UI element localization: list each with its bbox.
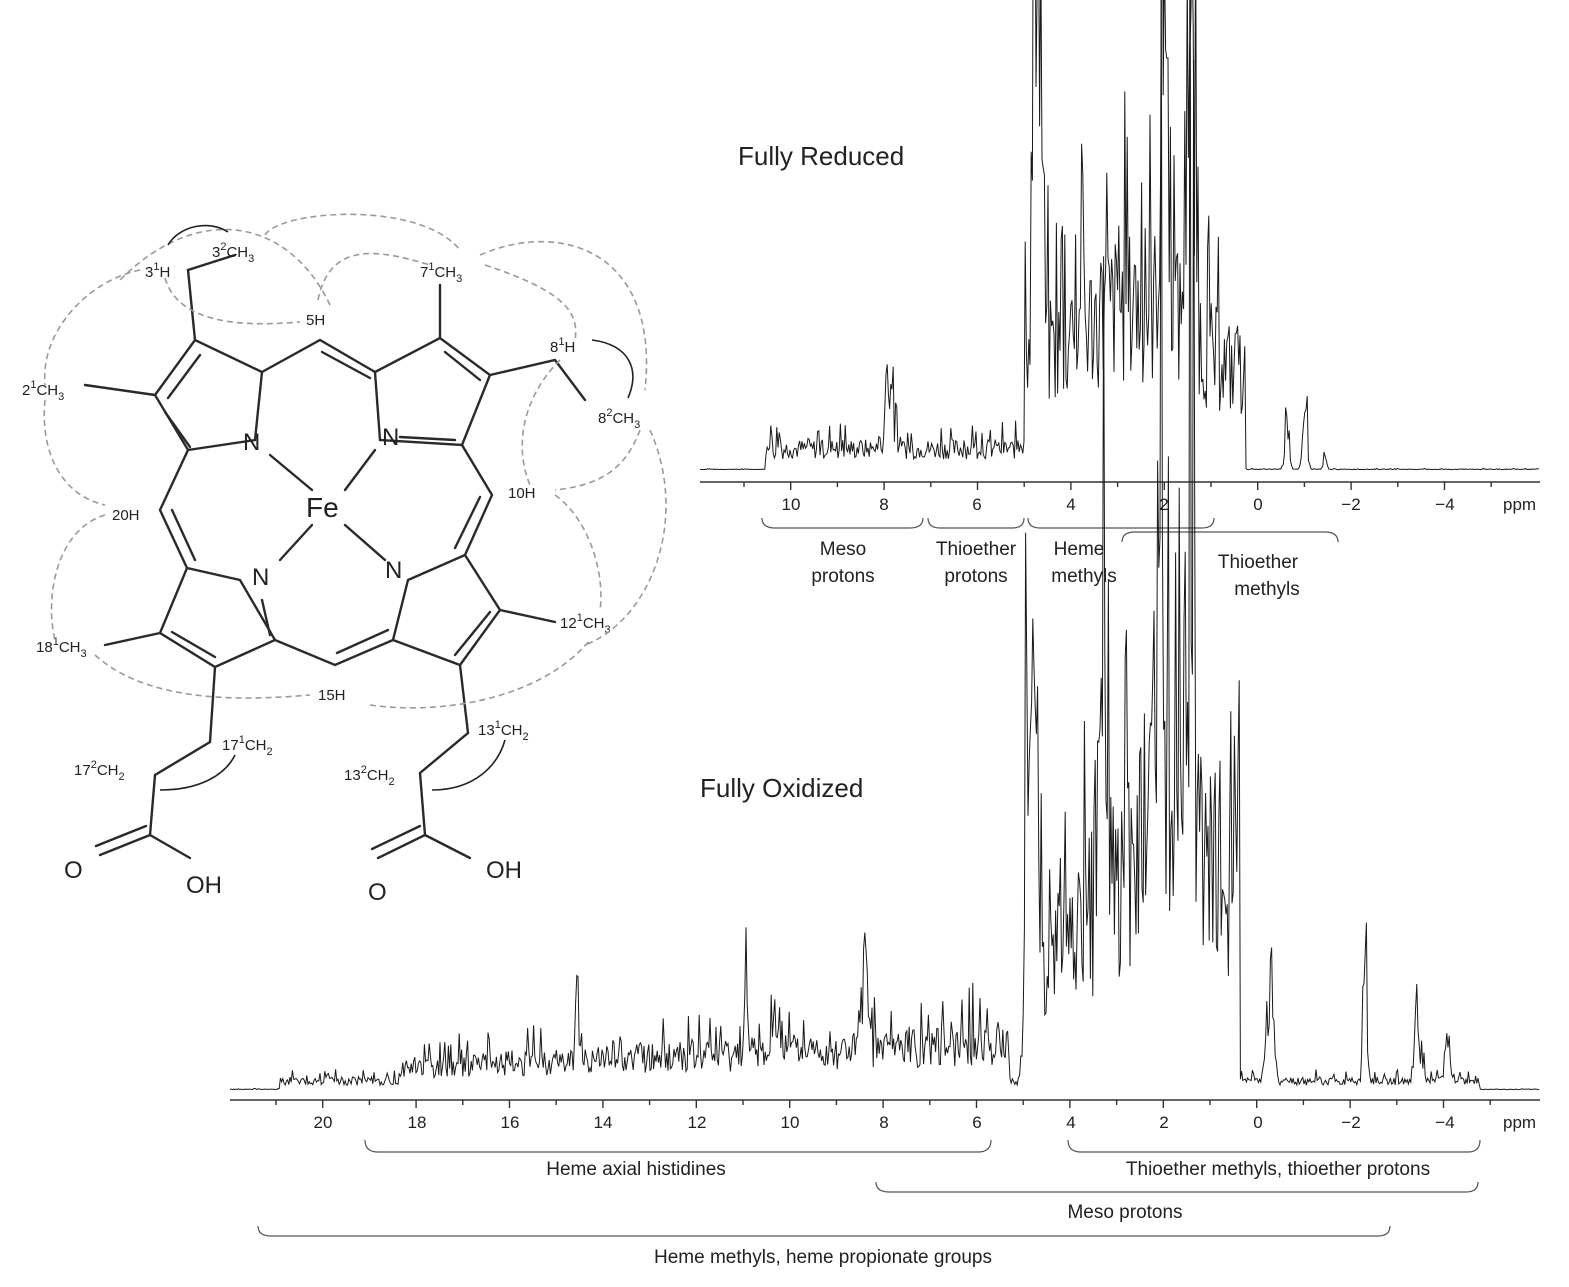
oxidized-tick-16: 16 — [501, 1113, 520, 1132]
reduced-tick-2: 2 — [1159, 495, 1168, 514]
oxidized-tick-2: 2 — [1159, 1113, 1168, 1132]
reduced-tick-0: 0 — [1253, 495, 1262, 514]
oxygen-left: O — [64, 857, 83, 884]
oxidized-spectrum-trace — [229, 0, 1540, 1091]
label-18-1-ch3: 181CH3 — [36, 636, 87, 660]
brace-heme-methyls — [1027, 517, 1215, 529]
title-fully-reduced: Fully Reduced — [738, 141, 904, 171]
label-8-1-h: 81H — [550, 336, 575, 356]
label-3-2-ch3: 32CH3 — [212, 241, 254, 265]
label-17-1-ch2: 171CH2 — [222, 734, 273, 758]
nitrogen-d: N — [252, 564, 269, 591]
oxidized-tick-neg4: −4 — [1435, 1113, 1454, 1132]
label-15h: 15H — [318, 687, 346, 704]
label-13-2-ch2: 132CH2 — [344, 764, 395, 788]
group-axial-histidines: Heme axial histidines — [546, 1159, 726, 1180]
group-thioether-protons-line1: Thioether — [936, 539, 1017, 560]
brace-thioether-methyls-protons — [1067, 1139, 1481, 1153]
reduced-tick-8: 8 — [879, 495, 888, 514]
pyrrole-c — [391, 553, 502, 667]
label-2-1-ch3: 21CH3 — [22, 379, 64, 403]
label-17-2-ch2: 172CH2 — [74, 759, 125, 783]
oxidized-axis-ticks — [275, 1100, 1491, 1108]
brace-axial-histidines — [364, 1139, 992, 1153]
brace-meso — [761, 517, 924, 529]
nitrogen-b: N — [382, 424, 399, 451]
group-heme-methyls-line1: Heme — [1054, 539, 1105, 560]
reduced-tick-10: 10 — [782, 495, 801, 514]
group-meso-protons: Meso protons — [1067, 1202, 1182, 1223]
title-fully-oxidized: Fully Oxidized — [700, 773, 863, 803]
label-7-1-ch3: 71CH3 — [420, 261, 462, 285]
reduced-axis-ticks — [743, 482, 1492, 490]
nitrogen-a: N — [243, 429, 260, 456]
group-meso-line1: Meso — [820, 539, 866, 560]
oxidized-tick-0: 0 — [1253, 1113, 1262, 1132]
group-thioether-methyls-protons: Thioether methyls, thioether protons — [1126, 1159, 1430, 1180]
reduced-tick-6: 6 — [972, 495, 981, 514]
label-13-1-ch2: 131CH2 — [478, 719, 529, 743]
nitrogen-c: N — [385, 557, 402, 584]
oxidized-tick-12: 12 — [688, 1113, 707, 1132]
brace-meso-protons — [875, 1181, 1479, 1193]
reduced-tick-4: 4 — [1066, 495, 1075, 514]
iron-center: Fe — [306, 492, 339, 523]
oxidized-tick-8: 8 — [879, 1113, 888, 1132]
hydroxyl-right: OH — [486, 857, 522, 884]
label-8-2-ch3: 82CH3 — [598, 407, 640, 431]
group-thioether-methyls-line2: methyls — [1234, 579, 1299, 600]
oxidized-tick-10: 10 — [781, 1113, 800, 1132]
oxidized-tick-20: 20 — [314, 1113, 333, 1132]
label-20h: 20H — [112, 507, 140, 524]
reduced-tick-neg4: −4 — [1435, 495, 1454, 514]
label-3-1-h: 31H — [145, 261, 170, 281]
group-thioether-methyls-line1: Thioether — [1218, 552, 1299, 573]
oxidized-tick-4: 4 — [1066, 1113, 1075, 1132]
group-thioether-protons-line2: protons — [944, 566, 1007, 587]
brace-heme-methyls-propionates — [257, 1225, 1391, 1237]
oxidized-spectrum-panel: 20 18 16 14 12 10 8 6 4 2 0 −2 −4 ppm He… — [229, 0, 1540, 1268]
coupling-arrows — [159, 224, 634, 791]
oxidized-tick-18: 18 — [408, 1113, 427, 1132]
noe-connectivity-arrows — [43, 213, 667, 709]
label-10h: 10H — [508, 485, 536, 502]
oxidized-tick-6: 6 — [972, 1113, 981, 1132]
oxidized-tick-14: 14 — [594, 1113, 613, 1132]
oxidized-tick-neg2: −2 — [1341, 1113, 1360, 1132]
hydroxyl-left: OH — [186, 872, 222, 899]
label-5h: 5H — [306, 312, 325, 329]
pyrrole-a — [153, 338, 264, 452]
reduced-tick-neg2: −2 — [1341, 495, 1360, 514]
group-meso-line2: protons — [811, 566, 874, 587]
oxygen-right: O — [368, 879, 387, 906]
reduced-spectrum-panel: 10 8 6 4 2 0 −2 −4 ppm Meso protons Thio… — [699, 0, 1540, 600]
brace-thioether-methyls — [1121, 531, 1339, 543]
brace-thioether-protons — [927, 517, 1025, 529]
oxidized-axis-unit: ppm — [1503, 1113, 1536, 1132]
heme-structure: N N N N Fe 31H 32CH3 71CH3 5H 21CH3 81H … — [22, 213, 667, 906]
pyrrole-b — [373, 336, 492, 447]
label-12-1-ch3: 121CH3 — [560, 612, 611, 636]
group-heme-methyls-line2: methyls — [1051, 566, 1116, 587]
group-heme-methyls-propionates: Heme methyls, heme propionate groups — [654, 1247, 992, 1268]
reduced-spectrum-trace — [699, 0, 1539, 471]
reduced-axis-unit: ppm — [1503, 495, 1536, 514]
